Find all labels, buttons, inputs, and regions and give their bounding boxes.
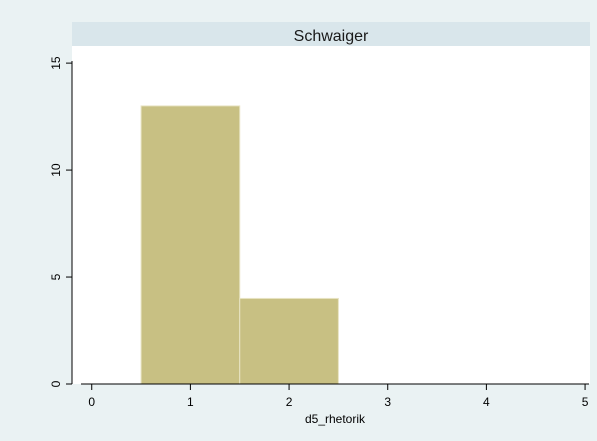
x-tick-label: 5 [582, 395, 589, 409]
title-band [72, 22, 590, 46]
y-tick-label: 10 [49, 163, 63, 177]
x-tick-label: 3 [384, 395, 391, 409]
y-tick-label: 0 [49, 380, 63, 387]
bars-group [140, 105, 339, 385]
x-tick-label: 4 [483, 395, 490, 409]
y-tick-label: 5 [49, 273, 63, 280]
x-tick-label: 0 [88, 395, 95, 409]
histogram-bar-2 [239, 297, 339, 385]
x-axis-title: d5_rhetorik [305, 412, 366, 426]
y-ticks-group: 0 5 10 15 [49, 56, 72, 387]
x-ticks-group: 0 1 2 3 4 5 [88, 384, 589, 409]
y-tick-label: 15 [49, 56, 63, 70]
x-tick-label: 2 [286, 395, 293, 409]
x-tick-label: 1 [187, 395, 194, 409]
chart-title: Schwaiger [294, 28, 369, 45]
histogram-bar-1 [140, 105, 241, 385]
